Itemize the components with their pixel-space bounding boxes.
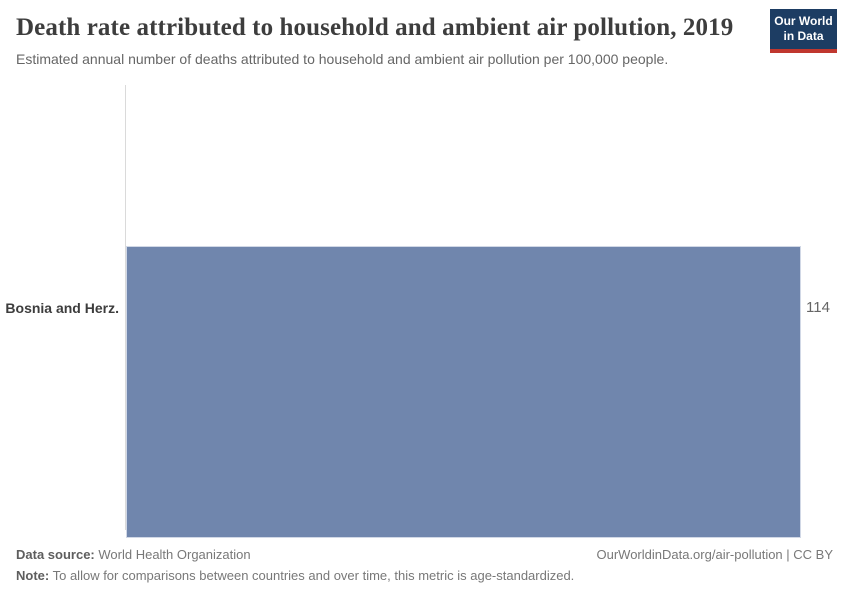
y-axis-line: [125, 85, 126, 530]
chart-subtitle: Estimated annual number of deaths attrib…: [16, 51, 669, 67]
bar-category-label: Bosnia and Herz.: [5, 299, 119, 316]
data-source-label: Data source:: [16, 547, 95, 562]
data-source-value: World Health Organization: [98, 547, 251, 562]
data-source-line: Data source: World Health Organization: [16, 547, 251, 562]
page-title: Death rate attributed to household and a…: [16, 14, 734, 41]
chart-footer: Data source: World Health Organization O…: [16, 547, 833, 583]
owid-logo-line1: Our World: [774, 14, 833, 28]
note-value: To allow for comparisons between countri…: [52, 568, 575, 583]
credit-link[interactable]: OurWorldinData.org/air-pollution | CC BY: [596, 547, 833, 562]
note-label: Note:: [16, 568, 50, 583]
note-line: Note: To allow for comparisons between c…: [16, 568, 833, 583]
owid-logo[interactable]: Our World in Data: [770, 9, 837, 53]
bar-value-label: 114: [806, 299, 830, 316]
owid-logo-line2: in Data: [783, 29, 824, 43]
plot-area: Bosnia and Herz. 114: [0, 85, 850, 538]
bar-track: [126, 246, 801, 538]
bar-bosnia-and-herz[interactable]: [126, 246, 801, 538]
